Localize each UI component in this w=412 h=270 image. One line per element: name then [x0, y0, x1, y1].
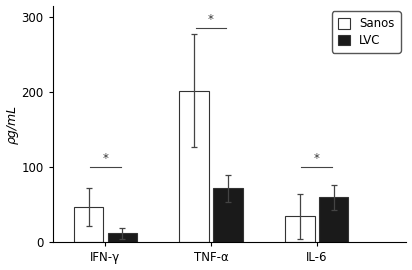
Text: *: * — [208, 13, 214, 26]
Bar — [285, 216, 314, 242]
Bar — [213, 188, 243, 242]
Bar — [108, 233, 137, 242]
Bar — [179, 90, 209, 242]
Y-axis label: ρg/mL: ρg/mL — [5, 104, 19, 144]
Bar — [74, 207, 103, 242]
Bar — [319, 197, 349, 242]
Text: *: * — [314, 152, 320, 165]
Text: *: * — [103, 152, 108, 165]
Legend: Sanos, LVC: Sanos, LVC — [332, 11, 400, 53]
